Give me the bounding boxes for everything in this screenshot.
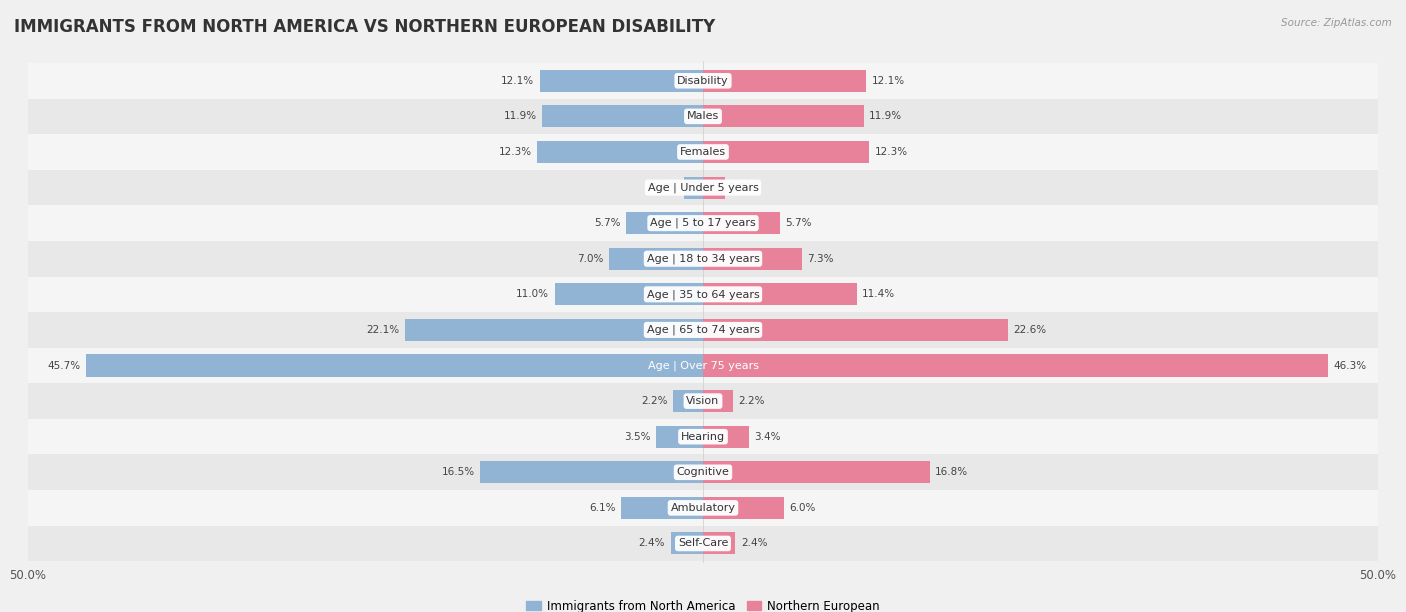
Legend: Immigrants from North America, Northern European: Immigrants from North America, Northern … (522, 595, 884, 612)
Text: Ambulatory: Ambulatory (671, 503, 735, 513)
Bar (685, 176, 703, 198)
Bar (28, 383, 1378, 419)
Text: 7.3%: 7.3% (807, 254, 834, 264)
Bar (703, 390, 733, 412)
Bar (28, 134, 1378, 170)
Text: 3.4%: 3.4% (754, 431, 780, 442)
Text: 6.0%: 6.0% (789, 503, 815, 513)
Bar (703, 497, 785, 519)
Text: 16.5%: 16.5% (441, 468, 475, 477)
Text: 2.4%: 2.4% (638, 539, 665, 548)
Bar (703, 105, 863, 127)
Bar (703, 461, 929, 483)
Text: Males: Males (688, 111, 718, 121)
Text: Age | 35 to 64 years: Age | 35 to 64 years (647, 289, 759, 300)
Text: 2.2%: 2.2% (738, 396, 765, 406)
Text: Females: Females (681, 147, 725, 157)
Bar (626, 212, 703, 234)
Bar (28, 99, 1378, 134)
Bar (671, 532, 703, 554)
Bar (540, 70, 703, 92)
Bar (28, 348, 1378, 383)
Bar (609, 248, 703, 270)
Bar (28, 455, 1378, 490)
Bar (86, 354, 703, 376)
Bar (405, 319, 703, 341)
Bar (28, 312, 1378, 348)
Text: Age | Under 5 years: Age | Under 5 years (648, 182, 758, 193)
Bar (28, 241, 1378, 277)
Bar (703, 319, 1008, 341)
Bar (537, 141, 703, 163)
Text: Age | 5 to 17 years: Age | 5 to 17 years (650, 218, 756, 228)
Bar (655, 426, 703, 448)
Text: 11.9%: 11.9% (869, 111, 903, 121)
Bar (28, 170, 1378, 206)
Bar (703, 176, 724, 198)
Text: 12.3%: 12.3% (875, 147, 907, 157)
Text: Cognitive: Cognitive (676, 468, 730, 477)
Text: Self-Care: Self-Care (678, 539, 728, 548)
Text: 45.7%: 45.7% (48, 360, 80, 370)
Bar (703, 426, 749, 448)
Bar (673, 390, 703, 412)
Bar (554, 283, 703, 305)
Bar (703, 532, 735, 554)
Text: 12.3%: 12.3% (499, 147, 531, 157)
Text: 5.7%: 5.7% (595, 218, 620, 228)
Bar (543, 105, 703, 127)
Text: 3.5%: 3.5% (624, 431, 651, 442)
Bar (28, 63, 1378, 99)
Text: 6.1%: 6.1% (589, 503, 616, 513)
Bar (481, 461, 703, 483)
Text: 7.0%: 7.0% (576, 254, 603, 264)
Text: 1.4%: 1.4% (652, 182, 679, 193)
Text: 12.1%: 12.1% (501, 76, 534, 86)
Text: 11.4%: 11.4% (862, 289, 896, 299)
Text: Vision: Vision (686, 396, 720, 406)
Text: Hearing: Hearing (681, 431, 725, 442)
Text: Age | 65 to 74 years: Age | 65 to 74 years (647, 324, 759, 335)
Text: 22.1%: 22.1% (366, 325, 399, 335)
Bar (703, 212, 780, 234)
Bar (28, 277, 1378, 312)
Text: 22.6%: 22.6% (1014, 325, 1046, 335)
Bar (620, 497, 703, 519)
Text: Source: ZipAtlas.com: Source: ZipAtlas.com (1281, 18, 1392, 28)
Bar (703, 70, 866, 92)
Text: 2.4%: 2.4% (741, 539, 768, 548)
Text: 5.7%: 5.7% (786, 218, 811, 228)
Text: IMMIGRANTS FROM NORTH AMERICA VS NORTHERN EUROPEAN DISABILITY: IMMIGRANTS FROM NORTH AMERICA VS NORTHER… (14, 18, 716, 36)
Bar (703, 248, 801, 270)
Bar (703, 283, 856, 305)
Text: 46.3%: 46.3% (1333, 360, 1367, 370)
Bar (28, 490, 1378, 526)
Bar (703, 354, 1327, 376)
Text: Disability: Disability (678, 76, 728, 86)
Text: Age | Over 75 years: Age | Over 75 years (648, 360, 758, 371)
Text: Age | 18 to 34 years: Age | 18 to 34 years (647, 253, 759, 264)
Text: 11.9%: 11.9% (503, 111, 537, 121)
Text: 2.2%: 2.2% (641, 396, 668, 406)
Text: 1.6%: 1.6% (730, 182, 756, 193)
Text: 12.1%: 12.1% (872, 76, 905, 86)
Bar (28, 526, 1378, 561)
Bar (28, 206, 1378, 241)
Text: 11.0%: 11.0% (516, 289, 550, 299)
Bar (703, 141, 869, 163)
Text: 16.8%: 16.8% (935, 468, 969, 477)
Bar (28, 419, 1378, 455)
